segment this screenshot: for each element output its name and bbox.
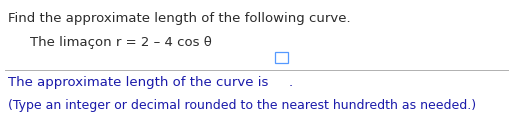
Text: Find the approximate length of the following curve.: Find the approximate length of the follo…: [8, 12, 350, 25]
Bar: [274, 52, 288, 63]
Text: (Type an integer or decimal rounded to the nearest hundredth as needed.): (Type an integer or decimal rounded to t…: [8, 99, 476, 112]
Text: The approximate length of the curve is: The approximate length of the curve is: [8, 76, 272, 89]
Text: .: .: [289, 76, 293, 89]
Text: The limaçon r = 2 – 4 cos θ: The limaçon r = 2 – 4 cos θ: [30, 36, 212, 49]
